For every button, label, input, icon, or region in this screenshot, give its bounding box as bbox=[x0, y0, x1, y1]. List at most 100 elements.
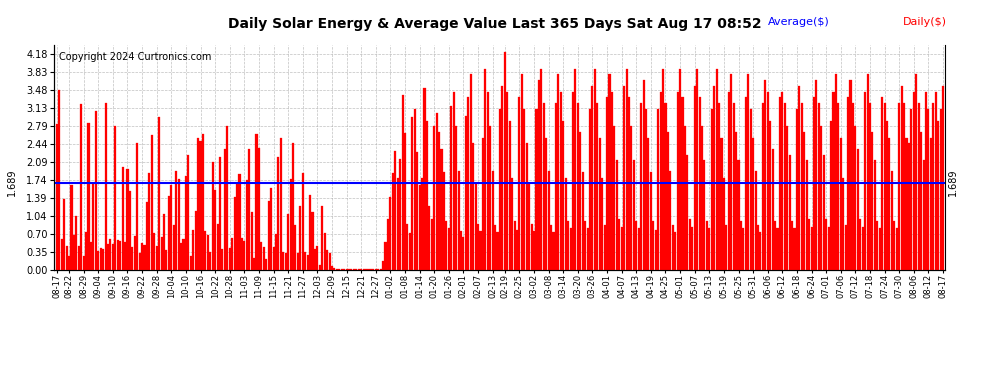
Bar bbox=[204, 231, 207, 270]
Bar bbox=[85, 232, 87, 270]
Bar bbox=[187, 154, 189, 270]
Bar bbox=[681, 97, 683, 270]
Bar bbox=[718, 103, 720, 270]
Bar bbox=[906, 138, 908, 270]
Bar bbox=[277, 157, 279, 270]
Bar bbox=[545, 138, 547, 270]
Bar bbox=[460, 231, 462, 270]
Bar bbox=[652, 221, 654, 270]
Bar bbox=[796, 109, 798, 270]
Bar bbox=[742, 228, 744, 270]
Bar bbox=[68, 255, 70, 270]
Bar bbox=[97, 251, 99, 270]
Bar bbox=[246, 180, 248, 270]
Bar bbox=[524, 109, 526, 270]
Bar bbox=[636, 221, 638, 270]
Bar bbox=[847, 97, 849, 270]
Bar bbox=[793, 228, 796, 270]
Bar bbox=[399, 159, 401, 270]
Bar bbox=[474, 184, 476, 270]
Bar bbox=[833, 92, 835, 270]
Bar bbox=[723, 178, 725, 270]
Bar bbox=[596, 103, 598, 270]
Bar bbox=[915, 75, 918, 270]
Bar bbox=[908, 143, 910, 270]
Bar bbox=[679, 69, 681, 270]
Bar bbox=[514, 221, 516, 270]
Bar bbox=[122, 166, 124, 270]
Bar bbox=[798, 86, 801, 270]
Bar bbox=[199, 141, 202, 270]
Bar bbox=[253, 258, 255, 270]
Bar bbox=[141, 243, 144, 270]
Bar bbox=[928, 109, 930, 270]
Text: Average($): Average($) bbox=[768, 17, 830, 27]
Bar bbox=[842, 178, 844, 270]
Bar bbox=[124, 242, 126, 270]
Bar bbox=[137, 143, 139, 270]
Bar bbox=[628, 97, 630, 270]
Bar bbox=[559, 92, 562, 270]
Bar bbox=[424, 88, 426, 270]
Bar bbox=[82, 256, 85, 270]
Bar bbox=[102, 249, 104, 270]
Bar bbox=[706, 221, 708, 270]
Bar bbox=[664, 103, 666, 270]
Bar bbox=[185, 176, 187, 270]
Bar bbox=[292, 143, 294, 270]
Bar bbox=[248, 150, 250, 270]
Bar bbox=[631, 126, 633, 270]
Bar bbox=[477, 224, 479, 270]
Bar bbox=[107, 244, 109, 270]
Bar bbox=[426, 120, 428, 270]
Bar bbox=[728, 92, 730, 270]
Bar bbox=[63, 199, 65, 270]
Bar bbox=[835, 75, 837, 270]
Bar bbox=[217, 224, 219, 270]
Bar bbox=[852, 103, 854, 270]
Bar bbox=[674, 232, 676, 270]
Bar bbox=[446, 221, 447, 270]
Bar bbox=[536, 109, 538, 270]
Bar bbox=[618, 219, 621, 270]
Bar bbox=[691, 227, 693, 270]
Bar bbox=[657, 109, 659, 270]
Bar bbox=[541, 69, 543, 270]
Bar bbox=[813, 97, 815, 270]
Bar bbox=[272, 247, 274, 270]
Bar bbox=[496, 232, 499, 270]
Bar bbox=[436, 113, 438, 270]
Bar bbox=[321, 206, 324, 270]
Bar bbox=[127, 169, 129, 270]
Bar bbox=[821, 126, 823, 270]
Bar bbox=[606, 97, 608, 270]
Bar bbox=[307, 255, 309, 270]
Bar bbox=[879, 228, 881, 270]
Bar bbox=[431, 219, 433, 270]
Bar bbox=[786, 126, 788, 270]
Bar bbox=[789, 154, 791, 270]
Bar bbox=[861, 227, 863, 270]
Bar bbox=[762, 103, 764, 270]
Bar bbox=[883, 103, 886, 270]
Bar bbox=[282, 252, 284, 270]
Bar bbox=[726, 225, 728, 270]
Text: 1.689: 1.689 bbox=[7, 169, 17, 196]
Bar bbox=[844, 225, 846, 270]
Bar bbox=[701, 126, 703, 270]
Bar bbox=[75, 216, 77, 270]
Bar bbox=[738, 160, 740, 270]
Bar bbox=[569, 228, 571, 270]
Bar bbox=[441, 149, 443, 270]
Bar bbox=[731, 75, 733, 270]
Bar bbox=[244, 240, 246, 270]
Bar bbox=[236, 183, 238, 270]
Bar bbox=[654, 230, 656, 270]
Bar bbox=[856, 149, 859, 270]
Bar bbox=[504, 52, 506, 270]
Bar bbox=[92, 184, 94, 270]
Bar bbox=[172, 225, 175, 270]
Bar bbox=[239, 174, 241, 270]
Bar bbox=[482, 138, 484, 270]
Bar bbox=[129, 191, 131, 270]
